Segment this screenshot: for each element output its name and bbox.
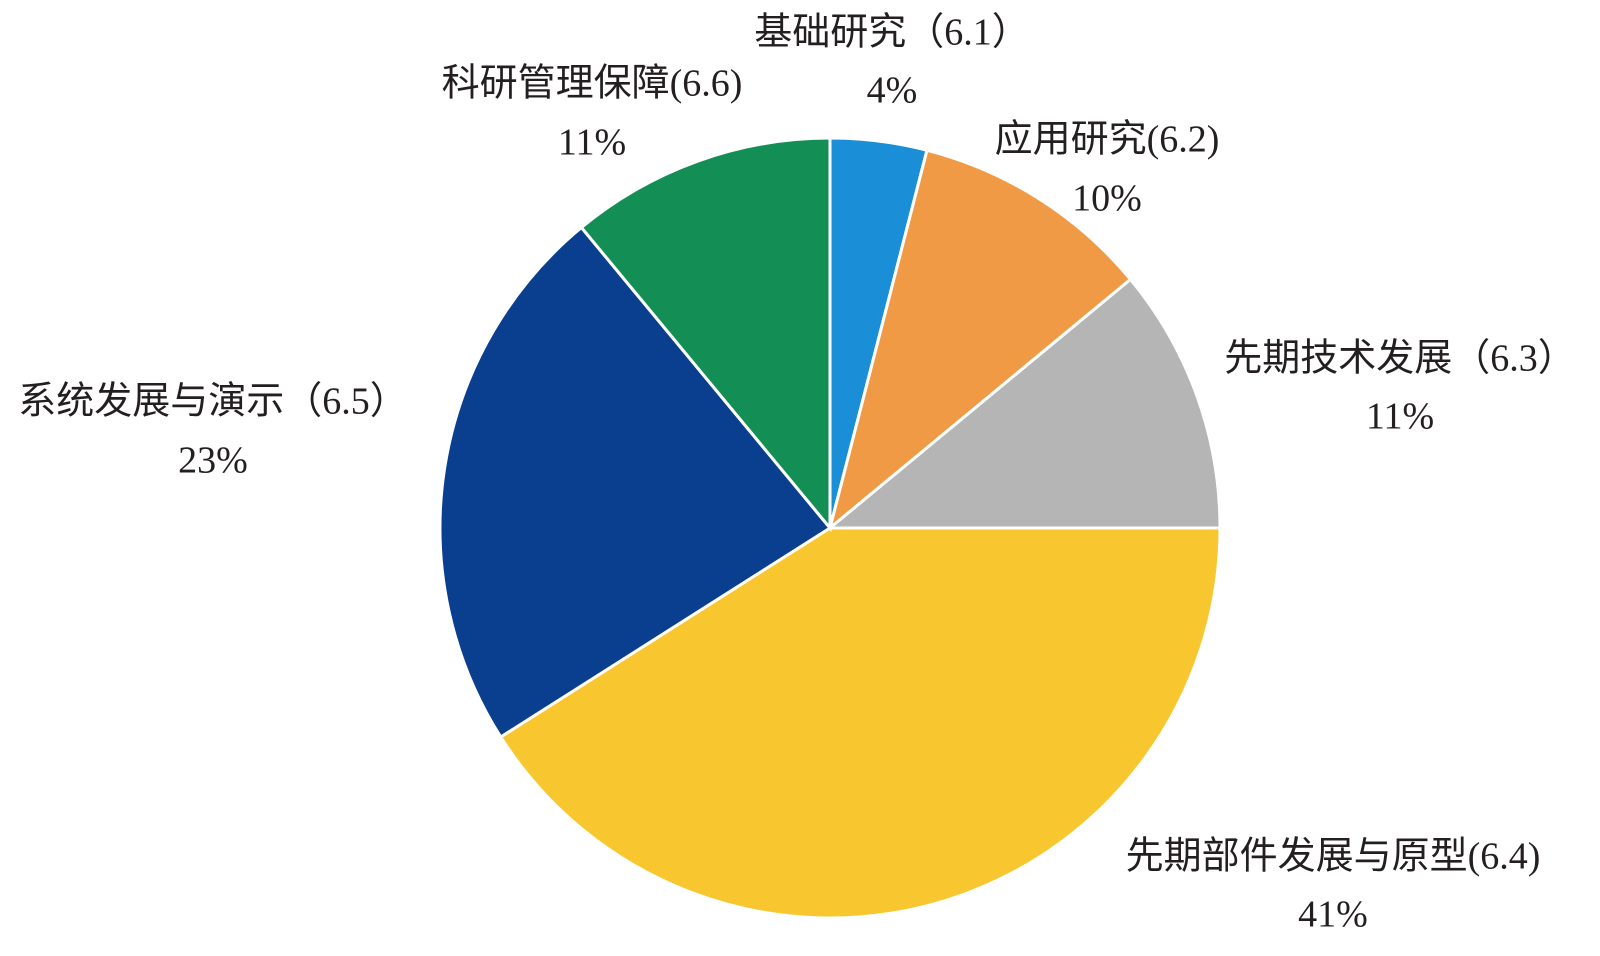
slice-value-label: 10%: [1072, 178, 1142, 220]
pie-slice: [827, 148, 1133, 533]
slice-label: 先期技术发展（6.3）: [1224, 338, 1576, 380]
slice-label: 系统发展与演示（6.5）: [18, 381, 408, 423]
slice-value-label: 23%: [178, 440, 248, 482]
pie-slice: [825, 277, 1222, 530]
pie-slice: [438, 225, 833, 740]
slice-label: 应用研究(6.2): [995, 119, 1220, 161]
slice-label: 科研管理保障(6.6): [442, 63, 743, 105]
pie-slice: [498, 526, 1222, 920]
slice-label: 先期部件发展与原型(6.4): [1126, 836, 1541, 878]
slice-label: 基础研究（6.1）: [754, 12, 1030, 54]
slice-value-label: 11%: [1366, 396, 1434, 438]
slice-value-label: 4%: [867, 70, 918, 112]
pie-slice: [579, 136, 832, 533]
slice-value-label: 41%: [1298, 894, 1368, 936]
slice-value-label: 11%: [558, 122, 626, 164]
